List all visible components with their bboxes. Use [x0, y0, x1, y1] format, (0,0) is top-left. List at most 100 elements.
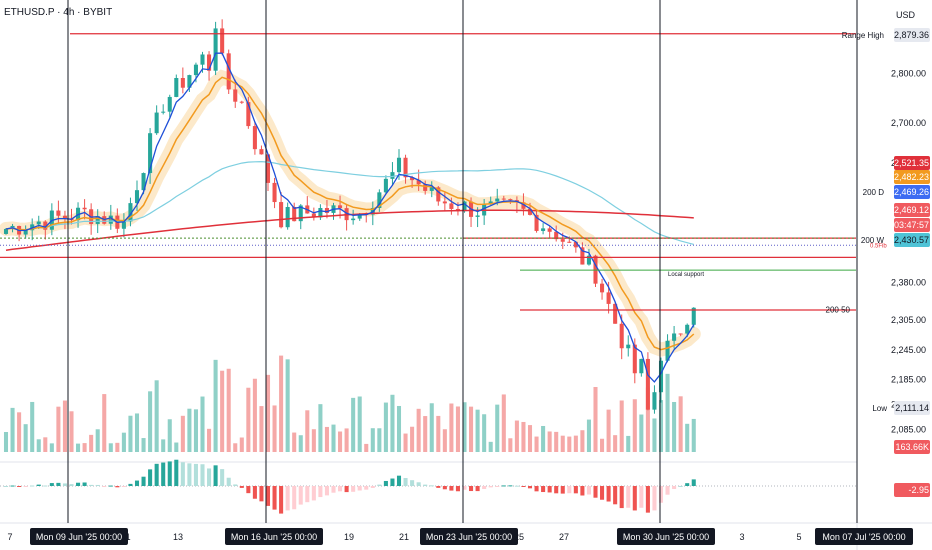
candle-body [95, 216, 100, 224]
volume-bar [298, 435, 303, 452]
volume-bar [82, 443, 87, 452]
oscillator-bar [645, 486, 650, 513]
candle-body [449, 203, 454, 209]
volume-bar [193, 409, 198, 452]
oscillator-bar [30, 485, 35, 487]
candle-body [187, 75, 192, 88]
candle-body [220, 28, 225, 54]
volume-bar [469, 406, 474, 452]
candle-body [534, 214, 539, 231]
price-tick-label: 2,380.00 [891, 278, 926, 288]
oscillator-bar [115, 486, 120, 488]
volume-bar [639, 414, 644, 452]
volume-bar [259, 406, 264, 452]
ema-fast-line [5, 52, 695, 383]
volume-bar [416, 408, 421, 452]
candle-body [128, 203, 133, 222]
volume-bar [265, 374, 271, 452]
volume-bar [685, 423, 690, 452]
oscillator-bar [488, 486, 493, 488]
volume-bars [3, 355, 696, 452]
candle-body [298, 205, 303, 222]
volume-bar [102, 394, 107, 452]
oscillator-bar [613, 486, 618, 505]
volume-bar [357, 396, 362, 452]
time-tick-label: 21 [399, 532, 409, 542]
candle-body [390, 172, 395, 179]
candle-body [311, 213, 316, 218]
candle-body [606, 292, 611, 304]
price-tick-label: 2,085.00 [891, 425, 926, 435]
volume-bar [134, 413, 140, 452]
price-badge-value: 2,482.23 [894, 172, 929, 182]
volume-bar [514, 420, 519, 452]
price-badge-value: 2,469.26 [894, 187, 929, 197]
candle-body [488, 201, 493, 204]
volume-bar [449, 403, 454, 452]
volume-bar [49, 443, 54, 452]
oscillator-bar [547, 486, 552, 493]
oscillator-bar [658, 486, 664, 503]
time-tick-label: 19 [344, 532, 354, 542]
candle-body [233, 89, 238, 102]
volume-bar [383, 402, 388, 452]
candle-body [396, 157, 402, 173]
oscillator-bar [626, 486, 631, 508]
volume-bar [252, 378, 257, 452]
price-badge-value: 2,879.36 [894, 30, 929, 40]
candle-body [442, 201, 447, 204]
candle-body [567, 241, 572, 243]
candle-body [554, 231, 559, 240]
volume-bar [95, 429, 100, 452]
time-badge [617, 528, 715, 545]
volume-bar [410, 426, 415, 452]
oscillator-bar [148, 469, 153, 486]
price-badge [894, 156, 930, 170]
time-tick-label: 7 [7, 532, 12, 542]
price-badge [894, 483, 930, 497]
price-badge-label: 200 D [863, 188, 885, 197]
volume-bar [665, 373, 670, 452]
candle-body [639, 358, 644, 374]
oscillator-bar [239, 486, 244, 488]
volume-bar [475, 409, 480, 452]
time-axis[interactable]: 7 Mon 09 Jun '25 00:00 11 13 Mon 16 Jun '25 … [7, 528, 913, 545]
oscillator-bar [383, 480, 388, 486]
oscillator-bar [665, 486, 670, 495]
volume-bar [108, 443, 113, 452]
oscillator-bar [121, 486, 126, 487]
level-label: 200 50 [826, 305, 851, 314]
volume-bar [521, 421, 526, 452]
oscillator-bar [403, 478, 408, 486]
symbol-title[interactable]: ETHUSD.P · 4h · BYBIT [4, 7, 113, 18]
candle-body [377, 192, 382, 208]
volume-bar [567, 436, 572, 452]
volume-bar [161, 439, 166, 452]
candle-body [154, 112, 159, 134]
oscillator-bar [691, 479, 696, 486]
volume-bar [76, 443, 81, 452]
volume-bar [436, 415, 441, 452]
volume-bar [396, 405, 402, 452]
currency-label[interactable]: USD [896, 10, 916, 20]
candle-body [527, 208, 533, 215]
oscillator-bar [554, 486, 559, 494]
oscillator-bar [69, 484, 74, 486]
volume-bar [442, 429, 447, 452]
price-badge-value: 163.66K [895, 442, 929, 452]
oscillator-bar [108, 485, 113, 487]
candle-body [200, 54, 205, 65]
oscillator-bar [573, 486, 578, 494]
oscillator-bar [390, 478, 395, 486]
oscillator-bar [246, 486, 251, 494]
oscillator-bar [128, 483, 133, 486]
candle-body [383, 178, 388, 193]
price-badge [894, 440, 930, 454]
oscillator-bar [469, 486, 474, 492]
price-axis[interactable]: 2,800.002,700.002,620.002,380.002,305.00… [842, 28, 930, 497]
oscillator-bar [410, 480, 415, 486]
oscillator-bar [311, 486, 316, 501]
oscillator-bar [600, 486, 605, 500]
candle-body [665, 340, 670, 361]
